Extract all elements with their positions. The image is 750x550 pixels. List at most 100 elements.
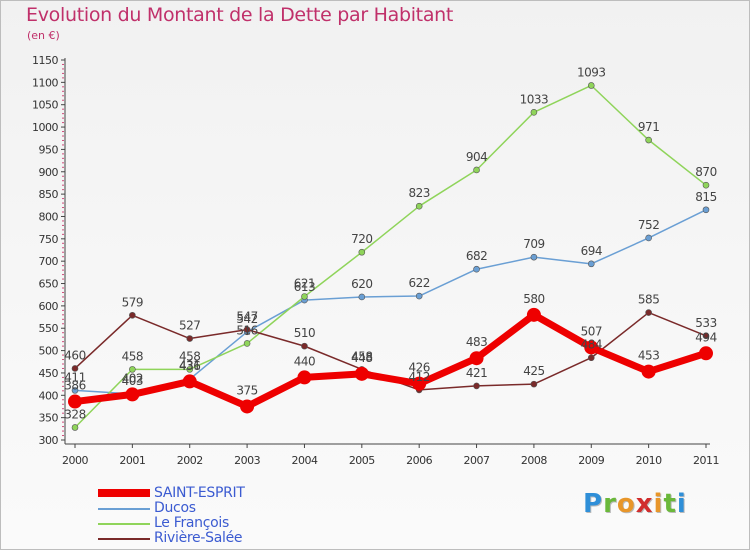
data-point-ducos xyxy=(587,260,595,268)
data-point-saint-esprit xyxy=(412,376,427,391)
legend-label-ducos: Ducos xyxy=(154,500,196,516)
data-point-le-fran-ois xyxy=(129,366,136,373)
x-tick-label: 2005 xyxy=(349,454,375,467)
data-label-rivi-re-sal-e: 510 xyxy=(294,326,315,340)
data-label-saint-esprit: 440 xyxy=(294,354,315,368)
data-point-rivi-re-sal-e xyxy=(645,309,652,316)
data-point-saint-esprit xyxy=(354,366,369,381)
data-point-rivi-re-sal-e xyxy=(301,342,308,350)
data-point-saint-esprit xyxy=(699,346,713,361)
y-tick-label: 650 xyxy=(39,278,59,291)
y-tick-label: 450 xyxy=(39,367,59,380)
data-label-ducos: 694 xyxy=(581,244,602,258)
chart-subtitle: (en €) xyxy=(27,29,60,42)
data-label-le-fran-ois: 904 xyxy=(466,150,487,164)
data-point-saint-esprit xyxy=(182,374,197,389)
data-label-ducos: 613 xyxy=(294,280,315,294)
data-label-saint-esprit: 448 xyxy=(351,351,372,365)
data-label-rivi-re-sal-e: 484 xyxy=(581,338,602,352)
x-tick-label: 2009 xyxy=(578,454,604,467)
y-tick-label: 850 xyxy=(39,188,59,201)
data-label-le-fran-ois: 823 xyxy=(408,186,429,200)
data-label-saint-esprit: 426 xyxy=(408,361,429,375)
data-label-rivi-re-sal-e: 585 xyxy=(638,293,659,307)
data-label-rivi-re-sal-e: 425 xyxy=(523,364,544,378)
data-point-ducos xyxy=(702,206,710,214)
data-label-saint-esprit: 453 xyxy=(638,349,659,363)
x-tick-label: 2002 xyxy=(177,454,203,467)
data-point-rivi-re-sal-e xyxy=(129,311,136,319)
y-tick-label: 1000 xyxy=(32,121,58,134)
data-point-le-fran-ois xyxy=(243,340,251,347)
data-point-ducos xyxy=(473,265,480,273)
y-tick-label: 300 xyxy=(39,434,59,447)
y-tick-label: 900 xyxy=(39,166,59,179)
data-label-rivi-re-sal-e: 460 xyxy=(64,348,85,362)
data-point-saint-esprit xyxy=(297,370,312,385)
data-point-rivi-re-sal-e xyxy=(186,335,194,342)
data-point-saint-esprit xyxy=(125,387,140,402)
data-label-le-fran-ois: 1033 xyxy=(520,92,549,106)
data-point-ducos xyxy=(645,234,652,242)
legend-label-le-francois: Le François xyxy=(154,515,230,531)
data-label-saint-esprit: 386 xyxy=(64,379,85,393)
logo-letter: o xyxy=(616,489,636,519)
data-label-saint-esprit: 375 xyxy=(236,383,257,397)
y-tick-label: 600 xyxy=(39,300,59,313)
x-tick-label: 2006 xyxy=(406,454,432,467)
data-label-rivi-re-sal-e: 412 xyxy=(408,370,429,384)
x-tick-label: 2010 xyxy=(636,454,662,467)
data-point-rivi-re-sal-e xyxy=(243,326,251,333)
data-point-le-fran-ois xyxy=(645,136,652,144)
data-label-saint-esprit: 431 xyxy=(179,358,200,372)
data-label-rivi-re-sal-e: 579 xyxy=(122,295,143,309)
data-point-le-fran-ois xyxy=(301,293,308,300)
data-label-saint-esprit: 494 xyxy=(695,330,716,344)
chart-title: Evolution du Montant de la Dette par Hab… xyxy=(26,4,454,26)
data-label-ducos: 622 xyxy=(408,276,429,290)
data-label-le-fran-ois: 516 xyxy=(236,323,257,337)
data-point-le-fran-ois xyxy=(587,82,595,89)
data-label-saint-esprit: 507 xyxy=(581,324,602,338)
series-line-saint-esprit xyxy=(71,311,710,410)
data-label-le-fran-ois: 720 xyxy=(351,232,372,246)
y-tick-label: 1150 xyxy=(32,54,58,67)
data-label-le-fran-ois: 971 xyxy=(638,120,659,134)
data-point-rivi-re-sal-e xyxy=(530,380,538,388)
y-tick-label: 500 xyxy=(39,345,59,358)
data-point-saint-esprit xyxy=(68,394,82,409)
x-tick-label: 2007 xyxy=(464,454,490,467)
data-point-saint-esprit xyxy=(526,307,541,322)
data-point-saint-esprit xyxy=(469,351,484,366)
logo-letter: r xyxy=(603,489,617,519)
data-point-rivi-re-sal-e xyxy=(71,365,79,372)
data-point-le-fran-ois xyxy=(702,181,710,189)
logo-letter: t xyxy=(663,489,677,519)
data-point-rivi-re-sal-e xyxy=(702,332,710,340)
data-label-le-fran-ois: 458 xyxy=(122,349,143,363)
data-label-ducos: 815 xyxy=(695,190,716,204)
x-tick-label: 2011 xyxy=(693,454,719,467)
data-point-rivi-re-sal-e xyxy=(587,354,595,362)
y-tick-label: 1050 xyxy=(32,99,58,112)
data-label-ducos: 411 xyxy=(64,370,85,384)
data-label-le-fran-ois: 870 xyxy=(695,165,716,179)
y-tick-label: 700 xyxy=(39,255,59,268)
data-label-ducos: 436 xyxy=(179,359,200,373)
y-tick-label: 950 xyxy=(39,143,59,156)
y-tick-label: 550 xyxy=(39,322,59,335)
data-point-le-fran-ois xyxy=(473,166,480,174)
legend-swatch-ducos xyxy=(98,508,150,510)
data-label-saint-esprit: 402 xyxy=(122,371,143,385)
data-point-saint-esprit xyxy=(240,399,255,414)
y-tick-label: 350 xyxy=(39,412,59,425)
data-label-ducos: 682 xyxy=(466,249,487,263)
legend-label-riviere-salee: Rivière-Salée xyxy=(154,530,243,546)
data-label-ducos: 752 xyxy=(638,218,659,232)
logo-letter: i xyxy=(676,489,687,519)
data-label-ducos: 403 xyxy=(122,374,143,388)
data-label-rivi-re-sal-e: 421 xyxy=(466,366,487,380)
logo-letter: i xyxy=(653,489,664,519)
data-label-rivi-re-sal-e: 458 xyxy=(351,349,372,363)
